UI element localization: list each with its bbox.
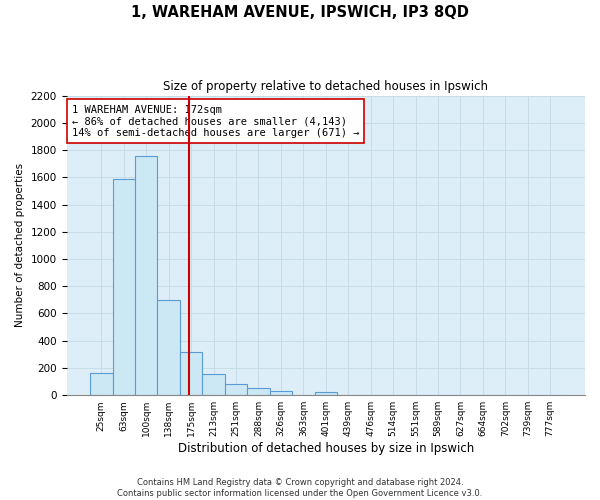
Bar — [225, 384, 247, 395]
Bar — [90, 374, 113, 395]
Text: 1, WAREHAM AVENUE, IPSWICH, IP3 8QD: 1, WAREHAM AVENUE, IPSWICH, IP3 8QD — [131, 5, 469, 20]
Text: 1 WAREHAM AVENUE: 172sqm
← 86% of detached houses are smaller (4,143)
14% of sem: 1 WAREHAM AVENUE: 172sqm ← 86% of detach… — [72, 104, 359, 138]
Bar — [247, 388, 269, 395]
Bar — [113, 180, 135, 395]
Bar — [135, 156, 157, 395]
Bar — [202, 374, 225, 395]
Bar — [180, 352, 202, 395]
Title: Size of property relative to detached houses in Ipswich: Size of property relative to detached ho… — [163, 80, 488, 93]
Bar — [314, 392, 337, 395]
Text: Contains HM Land Registry data © Crown copyright and database right 2024.
Contai: Contains HM Land Registry data © Crown c… — [118, 478, 482, 498]
X-axis label: Distribution of detached houses by size in Ipswich: Distribution of detached houses by size … — [178, 442, 474, 455]
Bar — [269, 391, 292, 395]
Y-axis label: Number of detached properties: Number of detached properties — [15, 164, 25, 328]
Bar — [157, 300, 180, 395]
